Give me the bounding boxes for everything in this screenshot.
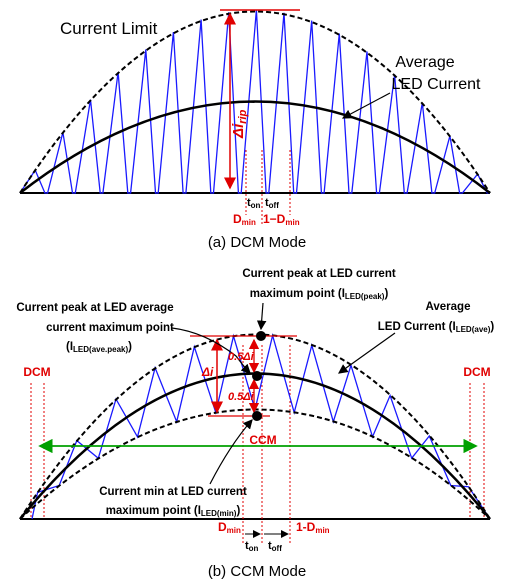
ccm-half-delta-top-label: 0.5Δi (228, 351, 255, 363)
dcm-average-label-line2: LED Current (392, 76, 481, 93)
ccm-dcm-right-label: DCM (463, 365, 490, 379)
dcm-average-pointer-arrow (341, 92, 391, 119)
ccm-min-label-line2: maximum point (ILED(min)) (106, 505, 241, 518)
ccm-min-pointer (209, 419, 253, 485)
ccm-half-delta-bottom-label: 0.5Δi (228, 391, 255, 403)
dcm-caption: (a) DCM Mode (208, 234, 306, 251)
ccm-average-label-line2: LED Current (ILED(ave)) (378, 321, 495, 334)
ccm-avepeak-label-line2: current maximum point (46, 322, 174, 334)
dcm-current-limit-envelope (19, 10, 491, 194)
ccm-average-peak-point (252, 371, 262, 381)
ccm-avepeak-label-line3: (ILED(ave.peak)) (66, 341, 132, 354)
ccm-upper-envelope (19, 333, 491, 520)
ccm-dmin-label: Dmin (218, 520, 241, 535)
dcm-average-label-line1: Average (395, 54, 454, 71)
ccm-toff-label: toff (268, 540, 282, 553)
dcm-one-minus-dmin-label: 1−Dmin (263, 212, 300, 227)
dcm-average-current-curve (19, 100, 491, 194)
ccm-delta-i-label: Δi (201, 365, 214, 379)
ccm-peak-pointer (256, 302, 267, 331)
ccm-min-point (252, 411, 262, 421)
ccm-panel: Current peak at LED current maximum poin… (16, 268, 494, 580)
ccm-one-minus-dmin-label: 1-Dmin (296, 520, 330, 535)
ccm-caption: (b) CCM Mode (208, 563, 306, 580)
dcm-ton-label: ton (247, 197, 261, 210)
ccm-average-pointer (338, 332, 396, 374)
ccm-min-label-line1: Current min at LED current (99, 486, 247, 498)
ccm-average-label-line1: Average (426, 301, 471, 313)
dcm-delta-i-label: Δirip (230, 109, 249, 139)
ccm-peak-label-line1: Current peak at LED current (242, 268, 396, 280)
ccm-dcm-left-label: DCM (23, 365, 50, 379)
dcm-toff-label: toff (265, 197, 279, 210)
dcm-panel: Δirip ton toff Dmin 1−Dmin Current Limit… (19, 9, 491, 251)
ccm-peak-point (256, 331, 266, 341)
ccm-ton-label: ton (245, 540, 259, 553)
ccm-avepeak-label-line1: Current peak at LED average (16, 302, 173, 314)
ccm-avepeak-pointer (171, 327, 251, 374)
dcm-current-limit-label: Current Limit (60, 19, 158, 38)
ccm-ccm-label: CCM (249, 433, 276, 447)
dcm-dmin-label: Dmin (233, 212, 256, 227)
ccm-peak-label-line2: maximum point (ILED(peak)) (250, 288, 389, 301)
